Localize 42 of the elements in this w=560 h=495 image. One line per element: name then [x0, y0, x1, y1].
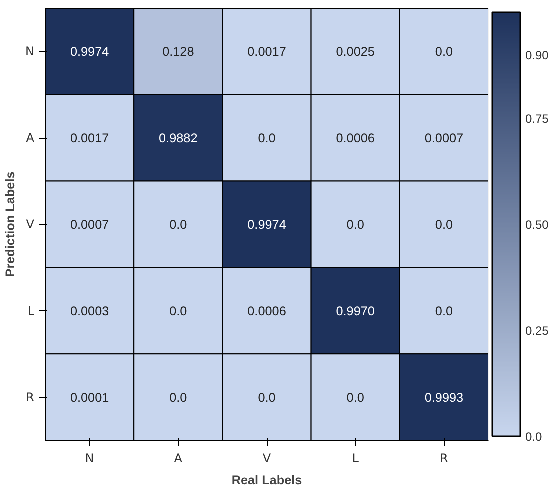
- data-label: 0.0006: [336, 132, 375, 146]
- x-tick-label: V: [262, 452, 272, 466]
- color-bar-label: 0.0: [526, 430, 543, 444]
- data-label: 0.0: [435, 45, 454, 60]
- data-label: 0.9974: [70, 45, 110, 60]
- data-label: 0.9970: [336, 304, 375, 318]
- x-tick-label: N: [85, 452, 94, 466]
- color-bar-label: 0.25: [526, 324, 550, 338]
- data-label: 0.0: [258, 390, 276, 405]
- data-label: 0.0: [435, 218, 454, 232]
- data-label: 0.0006: [248, 304, 286, 318]
- data-label: 0.0001: [70, 390, 110, 405]
- data-label: 0.0003: [70, 304, 110, 318]
- data-label: 0.0: [346, 390, 364, 405]
- data-label: 0.0: [258, 132, 276, 146]
- x-tick-label: A: [174, 452, 184, 466]
- color-bar-label: 0.50: [526, 218, 550, 232]
- data-label: 0.0007: [70, 218, 110, 232]
- y-tick-label: L: [28, 304, 35, 318]
- data-label: 0.0: [170, 304, 188, 318]
- y-tick-label: R: [26, 390, 35, 404]
- data-label: 0.9993: [424, 390, 464, 405]
- color-bar-label: 0.90: [526, 48, 550, 62]
- x-tick-label: L: [352, 452, 360, 466]
- x-axis-title: Real Labels: [232, 474, 302, 488]
- color-bar-label: 0.75: [526, 112, 550, 126]
- y-tick-label: A: [26, 131, 36, 146]
- data-label: 0.0007: [424, 132, 464, 146]
- data-label: 0.0025: [336, 45, 375, 60]
- data-label: 0.0017: [248, 45, 286, 60]
- data-label: 0.9882: [159, 132, 198, 146]
- data-label: 0.0017: [70, 132, 110, 146]
- data-label: 0.0: [170, 218, 188, 232]
- data-label: 0.9974: [248, 218, 286, 232]
- data-label: 0.0: [170, 390, 188, 405]
- y-tick-label: N: [26, 44, 35, 59]
- x-tick-label: R: [440, 452, 448, 466]
- y-tick-label: V: [26, 218, 36, 232]
- data-label: 0.128: [162, 45, 194, 60]
- data-label: 0.0: [346, 218, 364, 232]
- y-axis-title: Prediction Labels: [4, 172, 18, 278]
- data-label: 0.0: [435, 304, 454, 318]
